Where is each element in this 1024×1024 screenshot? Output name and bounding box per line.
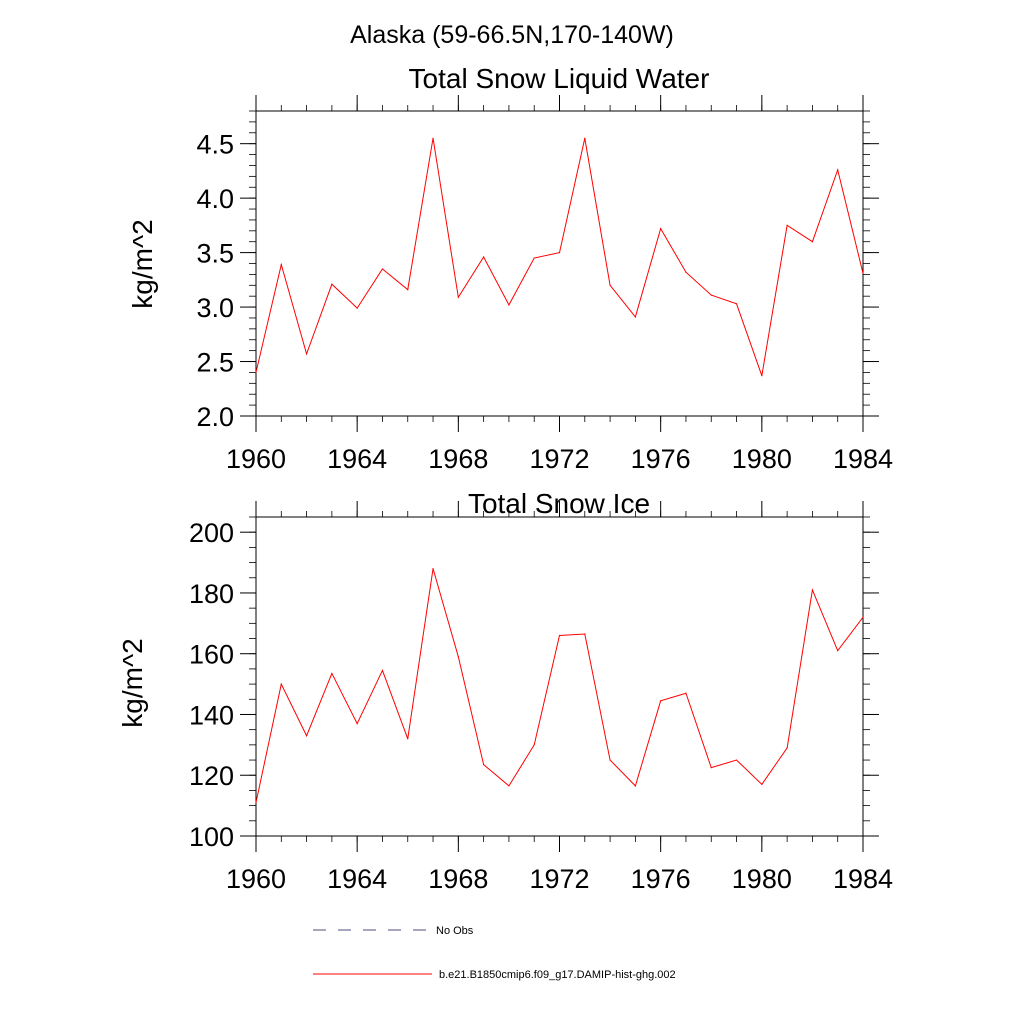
data-point: [660, 228, 662, 230]
data-point: [735, 303, 738, 305]
series-line: [255, 568, 864, 803]
data-point: [483, 256, 485, 258]
data-point: [837, 650, 839, 652]
y-tick-label: 140: [189, 700, 234, 730]
data-point: [432, 568, 434, 570]
data-point: [609, 284, 611, 286]
data-point: [305, 735, 308, 737]
data-point: [457, 656, 459, 658]
x-tick-label: 1976: [631, 864, 691, 894]
data-point: [660, 700, 662, 702]
y-tick-label: 200: [189, 518, 234, 548]
y-tick-label: 4.0: [196, 184, 234, 214]
data-point: [508, 785, 510, 787]
x-tick-label: 1984: [833, 864, 893, 894]
y-tick-label: 180: [189, 579, 234, 609]
data-point: [786, 747, 788, 749]
x-tick-label: 1980: [732, 864, 792, 894]
legend-label-model: b.e21.B1850cmip6.f09_g17.DAMIP-hist-ghg.…: [439, 969, 676, 981]
panel-snow-ice: Total Snow Ice kg/m^2 100120140160180200…: [117, 488, 893, 894]
legend: No Obs b.e21.B1850cmip6.f09_g17.DAMIP-hi…: [313, 925, 676, 981]
data-point: [761, 783, 763, 785]
data-point: [356, 307, 358, 309]
data-point: [432, 137, 434, 139]
y-tick-label: 3.0: [196, 293, 234, 323]
series-line: [255, 138, 864, 376]
x-tick-label: 1964: [327, 444, 387, 474]
data-point: [407, 738, 409, 740]
data-point: [558, 634, 561, 637]
data-point: [533, 257, 535, 259]
data-point: [811, 589, 814, 591]
data-point: [584, 633, 586, 635]
data-point: [710, 294, 712, 296]
x-tick-label: 1984: [833, 444, 893, 474]
y-tick-label: 4.5: [196, 130, 234, 160]
data-point: [255, 371, 257, 374]
data-point: [533, 744, 535, 746]
x-tick-label: 1972: [529, 864, 589, 894]
data-point: [457, 296, 459, 298]
y-tick-label: 120: [189, 761, 234, 791]
plot-frame: [255, 110, 864, 417]
data-point: [862, 616, 864, 618]
data-point: [685, 271, 687, 273]
x-tick-label: 1968: [428, 864, 488, 894]
data-point: [508, 304, 510, 306]
data-point: [381, 669, 384, 672]
y-tick-label: 3.5: [196, 239, 234, 269]
data-point: [710, 767, 712, 769]
y-axis-label: kg/m^2: [117, 638, 148, 727]
panel-snow-liquid-water: Total Snow Liquid Water kg/m^2 2.0 2.5 3.0…: [127, 63, 893, 474]
data-point: [609, 759, 611, 761]
data-point: [811, 241, 814, 243]
data-point: [331, 672, 333, 675]
data-point: [305, 353, 308, 355]
chart-title: Total Snow Liquid Water: [409, 63, 710, 94]
x-tick-label: 1960: [226, 864, 286, 894]
x-tick-label: 1968: [428, 444, 488, 474]
data-point: [634, 316, 636, 318]
data-point: [255, 801, 257, 804]
page-title: Alaska (59-66.5N,170-140W): [350, 21, 674, 49]
plot-frame: [255, 516, 864, 837]
data-point: [356, 722, 358, 725]
x-tick-label: 1976: [631, 444, 691, 474]
data-point: [862, 272, 864, 274]
x-tick-label: 1960: [226, 444, 286, 474]
data-point: [584, 137, 586, 139]
data-point: [558, 252, 561, 254]
data-point: [786, 224, 788, 226]
data-point: [483, 764, 485, 766]
y-tick-label: 100: [189, 822, 234, 852]
x-tick-label: 1964: [327, 864, 387, 894]
data-point: [280, 263, 282, 266]
data-point: [280, 683, 282, 685]
y-tick-label: 2.0: [196, 402, 234, 432]
data-point: [837, 169, 839, 171]
data-point: [381, 268, 384, 270]
data-point: [331, 283, 333, 285]
data-point: [761, 375, 763, 377]
x-tick-label: 1980: [732, 444, 792, 474]
data-point: [735, 759, 738, 761]
data-point: [685, 692, 687, 694]
data-point: [634, 785, 636, 787]
y-tick-label: 2.5: [196, 348, 234, 378]
y-tick-label: 160: [189, 640, 234, 670]
legend-label-no-obs: No Obs: [436, 925, 474, 937]
data-point: [407, 289, 409, 291]
y-axis-label: kg/m^2: [127, 219, 158, 308]
x-tick-label: 1972: [529, 444, 589, 474]
